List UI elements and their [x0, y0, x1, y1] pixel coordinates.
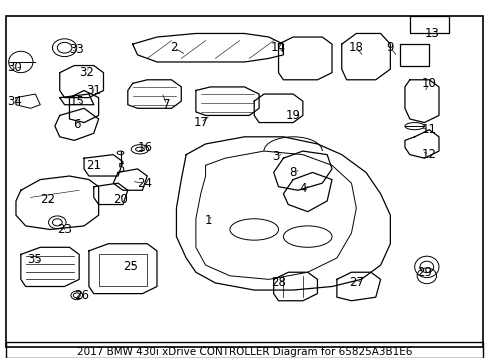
Text: 26: 26: [74, 289, 89, 302]
Text: 31: 31: [86, 84, 101, 97]
Text: 25: 25: [122, 260, 138, 273]
Text: 22: 22: [40, 193, 55, 206]
Text: 17: 17: [193, 116, 208, 129]
Text: 23: 23: [57, 223, 72, 236]
Text: 18: 18: [348, 41, 363, 54]
Text: 5: 5: [117, 162, 124, 175]
Text: 8: 8: [289, 166, 296, 179]
Text: 28: 28: [270, 276, 285, 289]
Text: 34: 34: [7, 95, 22, 108]
Text: 6: 6: [73, 118, 81, 131]
Text: 7: 7: [163, 98, 170, 111]
Text: 30: 30: [8, 61, 22, 74]
Text: 3: 3: [272, 150, 279, 163]
Text: 29: 29: [416, 266, 431, 279]
Text: 12: 12: [421, 148, 436, 161]
Text: 10: 10: [421, 77, 436, 90]
FancyBboxPatch shape: [6, 342, 482, 358]
Text: 32: 32: [79, 66, 94, 79]
Text: 24: 24: [137, 177, 152, 190]
Text: 13: 13: [424, 27, 438, 40]
Text: 2017 BMW 430i xDrive CONTROLLER Diagram for 65825A3B1E6: 2017 BMW 430i xDrive CONTROLLER Diagram …: [77, 347, 411, 357]
Bar: [99, 255, 147, 287]
Text: 15: 15: [69, 95, 84, 108]
Text: 35: 35: [27, 253, 42, 266]
Text: 33: 33: [69, 43, 84, 56]
Text: 19: 19: [285, 109, 300, 122]
Text: 2: 2: [170, 41, 177, 54]
Text: 20: 20: [113, 193, 128, 206]
Text: 4: 4: [299, 182, 306, 195]
Text: 14: 14: [270, 41, 285, 54]
Text: 27: 27: [348, 276, 363, 289]
Text: 9: 9: [386, 41, 393, 54]
Text: 1: 1: [204, 214, 211, 227]
Text: 11: 11: [421, 123, 436, 136]
Text: 21: 21: [86, 159, 101, 172]
Text: 16: 16: [137, 141, 152, 154]
